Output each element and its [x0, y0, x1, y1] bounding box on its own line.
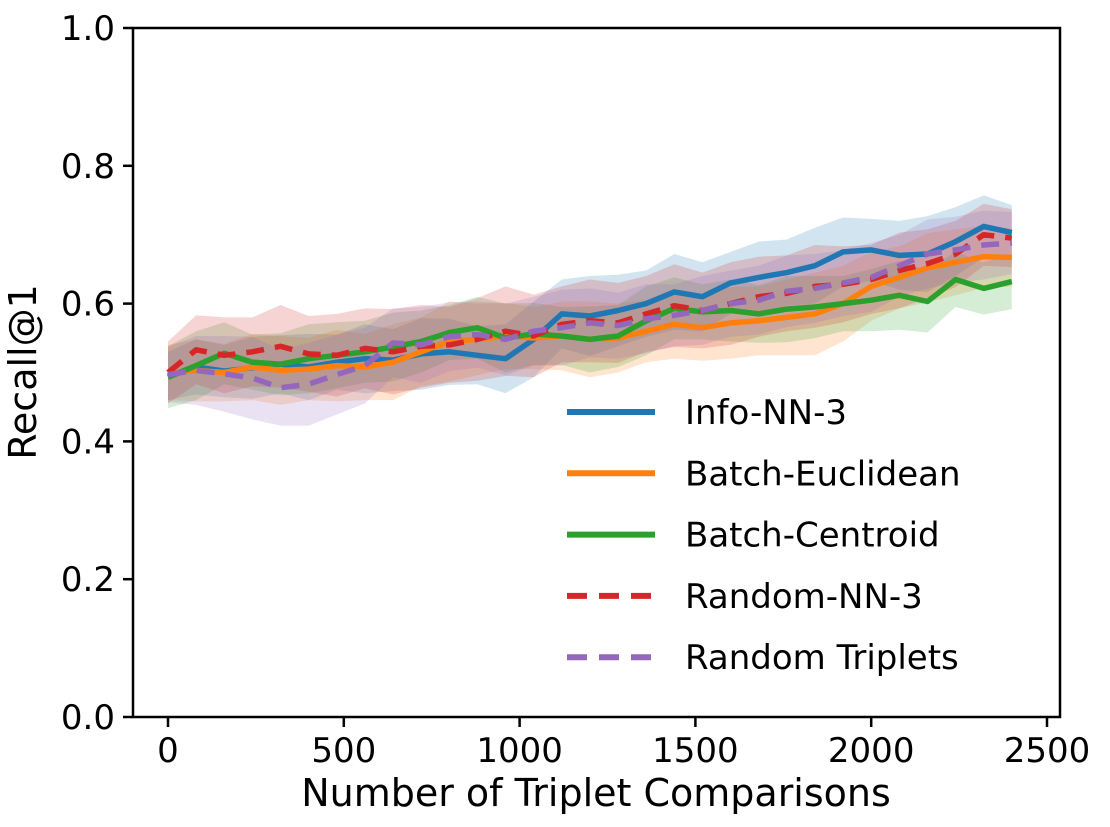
- legend-label: Random-NN-3: [685, 577, 923, 617]
- y-tick-label: 1.0: [61, 9, 115, 49]
- y-tick-label: 0.8: [61, 147, 115, 187]
- x-tick-label: 0: [157, 731, 179, 771]
- legend-item-random-triplets: Random Triplets: [567, 638, 959, 678]
- x-tick-label: 500: [311, 731, 376, 771]
- legend-label: Info-NN-3: [685, 393, 847, 433]
- x-axis-label: Number of Triplet Comparisons: [301, 771, 891, 815]
- legend-item-batch-euclidean: Batch-Euclidean: [567, 454, 961, 494]
- legend-label: Batch-Centroid: [685, 516, 940, 556]
- y-tick-label: 0.0: [61, 698, 115, 738]
- legend-item-random-nn-3: Random-NN-3: [567, 577, 923, 617]
- line-batch-centroid: [166, 276, 1013, 380]
- legend-label: Random Triplets: [685, 638, 959, 678]
- confidence-bands: [168, 195, 1012, 426]
- y-tick-label: 0.6: [61, 285, 115, 325]
- series-lines: [166, 223, 1013, 391]
- x-axis-ticks: 0 500 1000 1500 2000 2500: [157, 717, 1090, 771]
- legend-item-info-nn-3: Info-NN-3: [567, 393, 847, 433]
- y-axis-label: Recall@1: [1, 284, 45, 460]
- y-tick-label: 0.2: [61, 560, 115, 600]
- plot-border: [131, 26, 1062, 719]
- x-tick-label: 1500: [652, 731, 739, 771]
- legend-label: Batch-Euclidean: [685, 454, 961, 494]
- y-tick-label: 0.4: [61, 422, 115, 462]
- line-random-triplets: [167, 240, 1012, 391]
- x-tick-label: 2500: [1004, 731, 1091, 771]
- legend: Info-NN-3 Batch-Euclidean Batch-Centroid Ra…: [567, 393, 961, 678]
- legend-item-batch-centroid: Batch-Centroid: [567, 516, 940, 556]
- x-tick-label: 2000: [828, 731, 915, 771]
- x-tick-label: 1000: [476, 731, 563, 771]
- band-random-nn-3: [168, 203, 1012, 404]
- y-axis-ticks: 0.0 0.2 0.4 0.6 0.8 1.0: [61, 9, 133, 738]
